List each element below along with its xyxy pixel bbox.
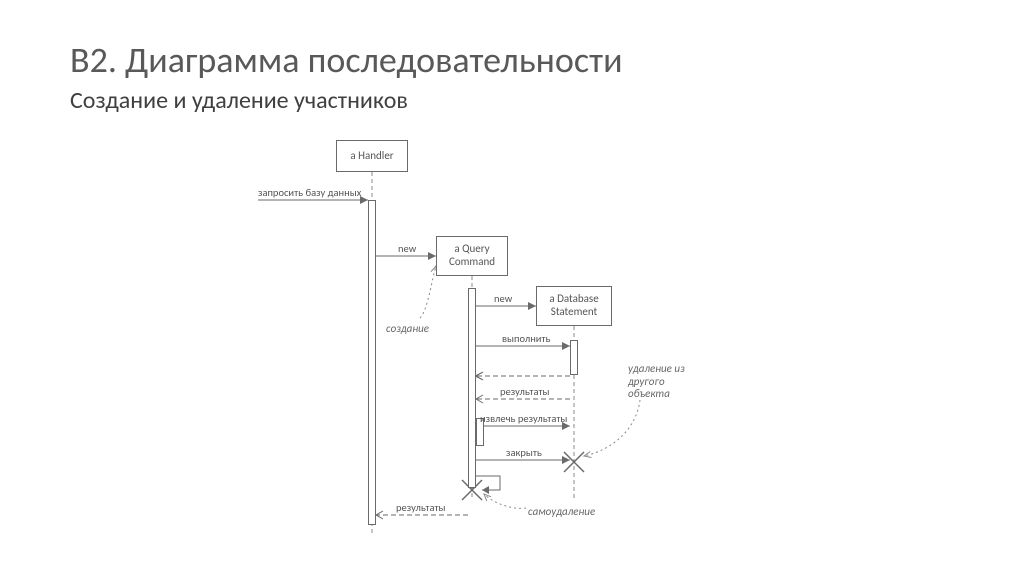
annotation-curve [584,400,640,456]
activation-bar [570,340,578,375]
message-label: new [398,242,416,255]
message-label: запросить базу данных [258,186,361,199]
annotation-label: удаление из другого объекта [628,363,698,401]
participant-label: a Database Statement [541,293,607,318]
annotation-label: создание [386,322,429,335]
message-label: new [494,292,512,305]
annotation-label: самоудаление [528,505,595,518]
message-label: закрыть [506,446,542,459]
participant-box: a Database Statement [536,286,612,326]
participant-box: a Query Command [436,236,508,276]
message-label: выполнить [502,332,550,345]
participant-label: a Handler [350,150,393,163]
message-label: результаты [500,385,550,398]
message-label: результаты [396,501,446,514]
message-label: извлечь результаты [480,412,567,425]
participant-box: a Handler [336,140,408,172]
annotation-curve [420,266,436,318]
activation-bar [468,288,476,488]
activation-bar [368,200,376,525]
participant-label: a Query Command [441,243,503,268]
